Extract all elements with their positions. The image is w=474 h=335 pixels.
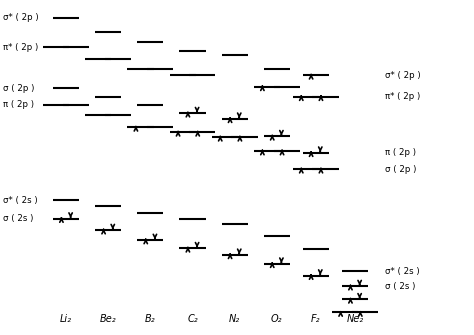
Text: C₂: C₂ — [187, 314, 198, 324]
Text: π* ( 2p ): π* ( 2p ) — [3, 43, 38, 52]
Text: B₂: B₂ — [145, 314, 155, 324]
Text: σ* ( 2p ): σ* ( 2p ) — [3, 13, 38, 22]
Text: π ( 2p ): π ( 2p ) — [384, 148, 416, 157]
Text: σ ( 2p ): σ ( 2p ) — [3, 84, 34, 93]
Text: N₂: N₂ — [229, 314, 240, 324]
Text: σ* ( 2s ): σ* ( 2s ) — [384, 267, 419, 276]
Text: Ne₂: Ne₂ — [346, 314, 364, 324]
Text: σ ( 2p ): σ ( 2p ) — [384, 164, 416, 174]
Text: σ ( 2s ): σ ( 2s ) — [3, 214, 33, 223]
Text: σ ( 2s ): σ ( 2s ) — [384, 282, 415, 290]
Text: F₂: F₂ — [311, 314, 320, 324]
Text: Li₂: Li₂ — [60, 314, 72, 324]
Text: σ* ( 2s ): σ* ( 2s ) — [3, 196, 37, 205]
Text: π* ( 2p ): π* ( 2p ) — [384, 92, 420, 101]
Text: π ( 2p ): π ( 2p ) — [3, 100, 34, 110]
Text: Be₂: Be₂ — [100, 314, 117, 324]
Text: O₂: O₂ — [271, 314, 283, 324]
Text: σ* ( 2p ): σ* ( 2p ) — [384, 71, 420, 80]
